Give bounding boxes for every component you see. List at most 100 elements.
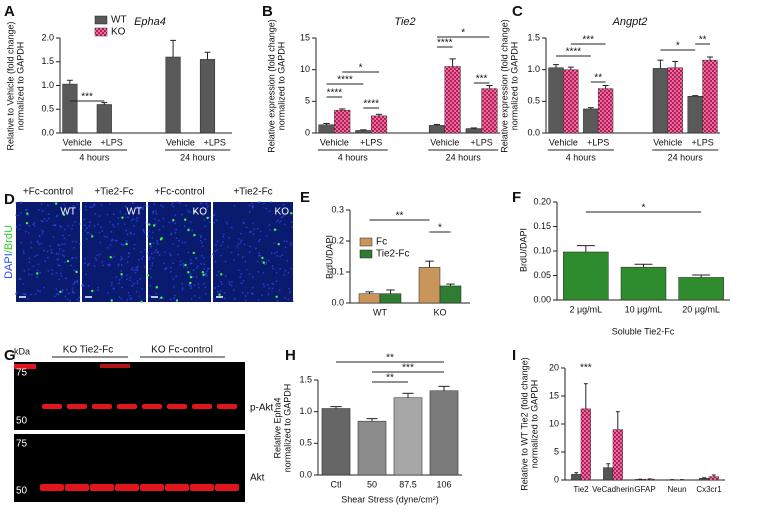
nucleus bbox=[129, 231, 132, 234]
nucleus bbox=[129, 279, 132, 282]
nucleus bbox=[71, 287, 74, 290]
nucleus bbox=[181, 288, 184, 291]
bar bbox=[418, 267, 441, 304]
bar bbox=[358, 293, 381, 304]
band bbox=[192, 404, 212, 409]
brdu-spot bbox=[218, 293, 221, 296]
nucleus bbox=[30, 293, 32, 296]
y-tick-label: 0.0 bbox=[331, 297, 344, 307]
x-tick-label: Neun bbox=[667, 485, 686, 494]
nucleus bbox=[258, 252, 261, 254]
nucleus bbox=[202, 214, 204, 217]
nucleus bbox=[61, 254, 64, 257]
brdu-spot bbox=[193, 210, 196, 214]
x-tick-label: Vehicle bbox=[430, 137, 459, 147]
nucleus bbox=[170, 233, 172, 236]
nucleus bbox=[127, 291, 130, 294]
nucleus bbox=[205, 203, 208, 205]
nucleus bbox=[152, 210, 155, 213]
nucleus bbox=[224, 274, 227, 277]
nucleus bbox=[139, 277, 142, 280]
nucleus bbox=[126, 278, 128, 281]
nucleus bbox=[155, 248, 158, 251]
nucleus bbox=[120, 297, 123, 300]
nucleus bbox=[216, 248, 218, 251]
nucleus bbox=[32, 265, 35, 268]
y-tick-label: 0.2 bbox=[331, 235, 344, 245]
nucleus bbox=[239, 232, 242, 235]
nucleus bbox=[128, 252, 130, 255]
nucleus bbox=[240, 273, 243, 275]
nucleus bbox=[171, 262, 174, 265]
nucleus bbox=[259, 254, 262, 257]
nucleus bbox=[40, 219, 43, 222]
bar bbox=[62, 83, 78, 134]
band bbox=[142, 404, 162, 409]
nucleus bbox=[110, 284, 113, 287]
nucleus bbox=[28, 268, 30, 271]
nucleus bbox=[78, 296, 81, 299]
nucleus bbox=[283, 213, 285, 216]
nucleus bbox=[48, 217, 50, 220]
nucleus bbox=[84, 262, 86, 265]
genotype-label: KO bbox=[193, 207, 208, 218]
nucleus bbox=[55, 252, 58, 255]
bar-texture bbox=[667, 67, 683, 133]
brdu-spot bbox=[187, 228, 190, 232]
nucleus bbox=[284, 246, 287, 249]
panel-letter: C bbox=[512, 3, 523, 20]
nucleus bbox=[117, 222, 120, 225]
nucleus bbox=[199, 203, 202, 205]
nucleus bbox=[203, 219, 206, 222]
nucleus bbox=[272, 267, 274, 270]
nucleus bbox=[169, 298, 172, 301]
nucleus bbox=[132, 211, 135, 214]
bar bbox=[439, 285, 462, 304]
nucleus bbox=[38, 243, 41, 246]
nucleus bbox=[23, 269, 26, 272]
nucleus bbox=[136, 205, 139, 208]
nucleus bbox=[248, 251, 251, 253]
nucleus bbox=[284, 269, 287, 272]
nucleus bbox=[152, 231, 154, 234]
nucleus bbox=[83, 218, 86, 221]
nucleus bbox=[55, 293, 58, 296]
y-tick-label: 1.5 bbox=[299, 374, 312, 384]
nucleus bbox=[88, 262, 91, 265]
nucleus bbox=[270, 252, 273, 255]
nucleus bbox=[138, 259, 140, 261]
nucleus bbox=[262, 202, 265, 205]
nucleus bbox=[283, 223, 286, 226]
nucleus bbox=[250, 292, 253, 295]
nucleus bbox=[143, 230, 145, 232]
nucleus bbox=[184, 241, 187, 244]
lane-group-label: KO Fc-control bbox=[151, 345, 213, 356]
nucleus bbox=[144, 248, 146, 251]
nucleus bbox=[204, 238, 207, 241]
nucleus bbox=[240, 282, 243, 284]
nucleus bbox=[248, 211, 251, 213]
brdu-spot bbox=[26, 212, 29, 215]
legend-label: KO bbox=[111, 27, 126, 38]
nucleus bbox=[290, 221, 293, 224]
nucleus bbox=[93, 203, 96, 206]
nucleus bbox=[177, 239, 180, 242]
nucleus bbox=[76, 281, 79, 283]
nucleus bbox=[151, 262, 154, 264]
band bbox=[40, 484, 64, 491]
nucleus bbox=[239, 276, 242, 278]
nucleus bbox=[280, 220, 283, 222]
nucleus bbox=[126, 261, 129, 264]
nucleus bbox=[65, 288, 68, 291]
significance-label: * bbox=[359, 63, 363, 74]
nucleus bbox=[136, 217, 139, 220]
nucleus bbox=[198, 296, 201, 299]
band bbox=[100, 364, 130, 368]
nucleus bbox=[154, 210, 157, 212]
nucleus bbox=[239, 241, 242, 244]
nucleus bbox=[154, 223, 157, 226]
bar bbox=[96, 104, 112, 134]
column-label: +Fc-control bbox=[154, 187, 204, 198]
nucleus bbox=[279, 267, 282, 270]
nucleus bbox=[52, 224, 55, 227]
